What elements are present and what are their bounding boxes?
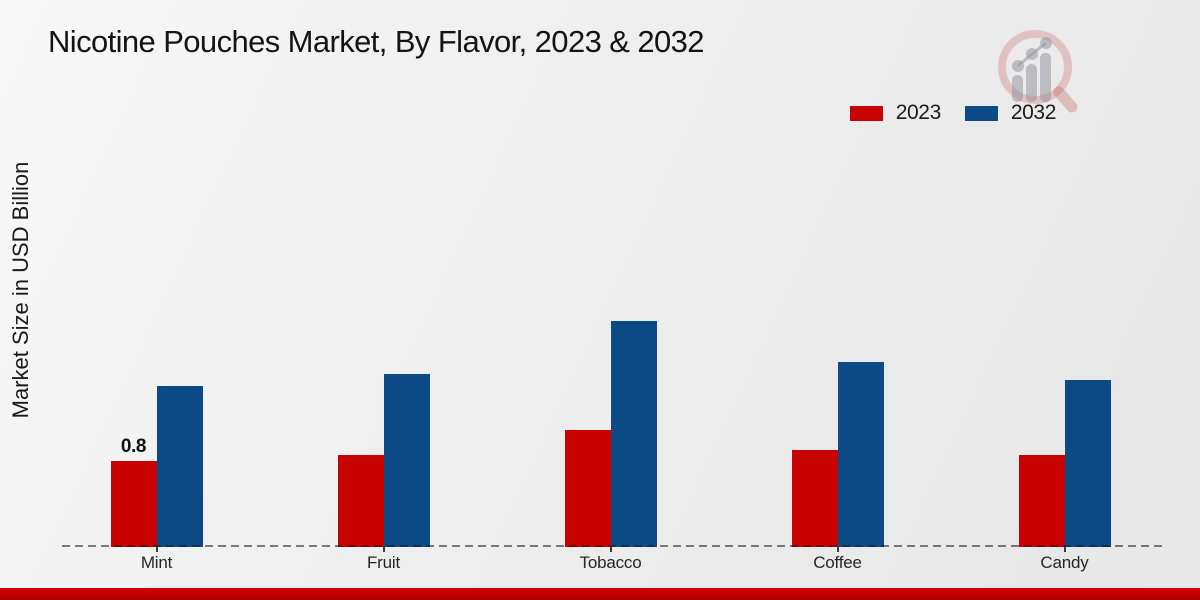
x-tick-label-fruit: Fruit: [366, 553, 400, 572]
bar-2032-tobacco: [610, 321, 657, 547]
x-tick-label-coffee: Coffee: [813, 553, 862, 572]
bar-2023-tobacco: [564, 429, 611, 547]
bar-2032-mint: [156, 385, 203, 547]
bar-2032-candy: [1064, 380, 1111, 547]
page-title: Nicotine Pouches Market, By Flavor, 2023…: [48, 24, 704, 59]
data-label-2023-mint: 0.8: [120, 436, 147, 457]
bar-2032-coffee: [837, 362, 884, 547]
legend-swatch-2023: [849, 105, 883, 121]
legend-swatch-2032: [964, 105, 998, 121]
x-tick-candy: [1063, 547, 1066, 552]
legend-item-2023: 2023: [849, 101, 942, 125]
x-tick-label-mint: Mint: [140, 553, 173, 572]
legend-label-2023: 2023: [895, 101, 942, 124]
x-tick-tobacco: [609, 547, 612, 552]
legend-label-2032: 2032: [1010, 101, 1057, 124]
footer-accent-bar: [0, 588, 1200, 600]
bar-2023-coffee: [791, 450, 838, 547]
x-tick-fruit: [382, 547, 385, 552]
legend-item-2032: 2032: [964, 101, 1057, 125]
bar-2023-candy: [1018, 454, 1065, 547]
x-axis-baseline: [62, 545, 1162, 547]
bar-2032-fruit: [383, 373, 430, 547]
x-tick-mint: [155, 547, 158, 552]
magnifier-bar-chart-logo-icon: [998, 30, 1078, 113]
x-tick-label-candy: Candy: [1040, 553, 1089, 572]
x-tick-label-tobacco: Tobacco: [579, 553, 642, 572]
bar-2023-fruit: [337, 454, 384, 547]
x-tick-coffee: [836, 547, 839, 552]
chart-legend: 2023 2032: [849, 101, 1057, 125]
bar-2023-mint: [110, 461, 157, 547]
